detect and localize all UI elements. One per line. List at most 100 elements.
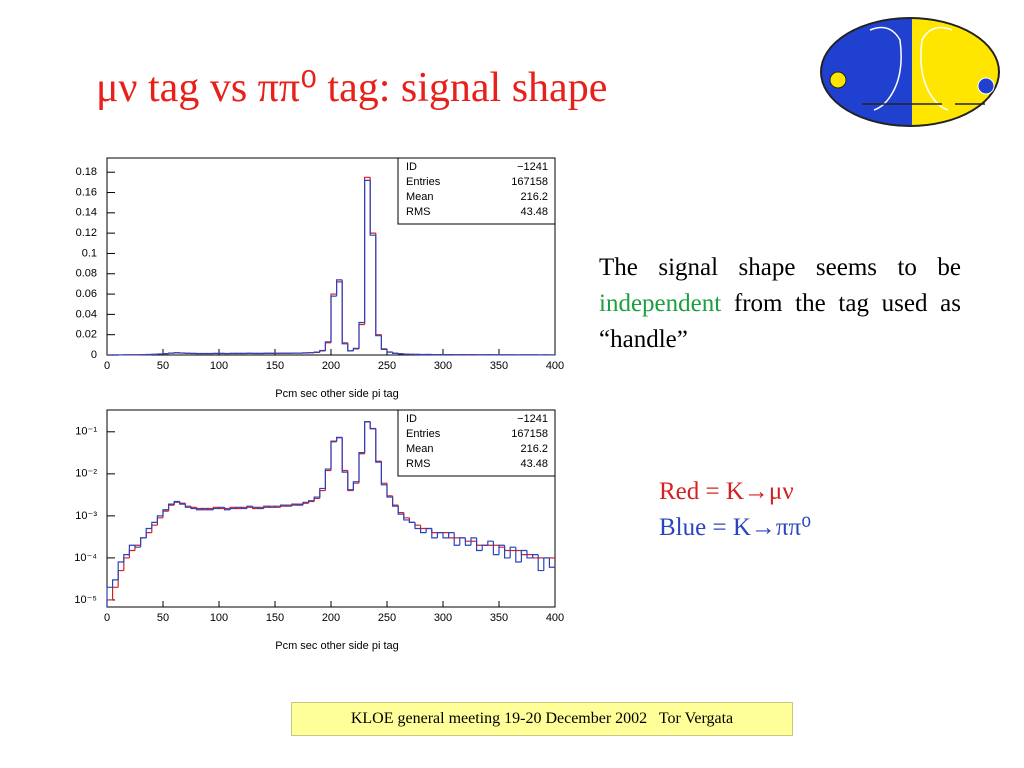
- stats-value: 43.48: [520, 206, 548, 218]
- histogram-bin: [190, 507, 197, 510]
- histogram-bin: [543, 557, 550, 571]
- stats-value: 216.2: [520, 191, 548, 203]
- histogram-bin: [112, 579, 119, 588]
- histogram-bin: [235, 506, 242, 509]
- stats-label: ID: [406, 161, 417, 173]
- histogram-bin: [106, 586, 113, 607]
- histogram-bin: [448, 532, 455, 538]
- y-tick-label: 10⁻⁵: [74, 594, 97, 606]
- histogram-bin: [145, 527, 152, 538]
- histogram: 0 50 100 150 200 250 300 350 400 10⁻⁵ 10⁻⁴ 10⁻³ 10⁻²…: [74, 409, 564, 652]
- legend-entry: Blue = K→ππ⁰: [659, 514, 812, 541]
- series: [106, 421, 555, 607]
- stats-label: RMS: [406, 206, 430, 218]
- y-tick-label: 10⁻³: [75, 510, 97, 522]
- histogram-bin: [532, 553, 539, 558]
- histogram-bin: [168, 503, 175, 510]
- histogram-bin: [397, 353, 404, 355]
- histogram-bin: [509, 546, 516, 558]
- histogram-bin: [386, 484, 393, 498]
- histogram-bin: [380, 462, 387, 486]
- y-tick-label: 0.16: [76, 186, 97, 198]
- histogram-bin: [330, 441, 337, 470]
- histogram-bin: [504, 545, 511, 559]
- histogram-bin: [308, 500, 315, 503]
- histogram-bin: [526, 550, 533, 559]
- histogram-bin: [196, 508, 203, 511]
- stats-label: Entries: [406, 176, 441, 188]
- x-axis-title: Pcm sec other side pi tag: [275, 640, 399, 652]
- histogram-bin: [302, 501, 309, 506]
- histogram-bin: [453, 532, 460, 546]
- histogram-bin: [414, 522, 421, 530]
- histogram-bin: [369, 180, 376, 236]
- histogram-bin: [246, 505, 253, 509]
- series: [106, 179, 555, 356]
- histogram-bin: [218, 506, 225, 509]
- histogram-bin: [268, 506, 275, 508]
- x-tick-label: 200: [322, 612, 340, 624]
- histogram-bin: [386, 349, 393, 353]
- x-tick-label: 0: [104, 360, 110, 372]
- stats-value: 167158: [511, 428, 548, 440]
- histogram-bin: [123, 553, 130, 562]
- histogram-bin: [481, 544, 488, 551]
- logo: [820, 17, 1000, 127]
- y-tick-label: 0.06: [76, 288, 97, 300]
- histogram-bin: [168, 352, 175, 354]
- stats-label: ID: [406, 413, 417, 425]
- y-tick-label: 10⁻¹: [75, 426, 97, 438]
- histogram-bin: [425, 527, 432, 533]
- histogram-bin: [229, 507, 236, 510]
- histogram-bin: [252, 506, 259, 508]
- histogram-bin: [212, 507, 219, 510]
- histogram-bin: [296, 504, 303, 506]
- x-tick-label: 300: [434, 360, 452, 372]
- histogram-bin: [442, 532, 449, 539]
- x-axis-title: Pcm sec other side pi tag: [275, 388, 399, 400]
- histogram-bin: [375, 235, 382, 337]
- histogram-bin: [336, 436, 343, 442]
- histogram-bin: [128, 544, 135, 555]
- body-highlight: independent: [599, 290, 722, 317]
- histogram-bin: [240, 507, 247, 510]
- y-tick-label: 0.04: [76, 308, 97, 320]
- y-tick-label: 0.12: [76, 227, 97, 239]
- x-tick-label: 100: [210, 612, 228, 624]
- histogram-bin: [201, 507, 208, 510]
- y-tick-label: 0.1: [82, 247, 97, 259]
- histogram-bin: [207, 508, 214, 511]
- histogram-bin: [548, 557, 555, 568]
- histogram-bin: [184, 504, 191, 508]
- footer: KLOE general meeting 19-20 December 2002…: [291, 702, 793, 736]
- x-tick-label: 0: [104, 612, 110, 624]
- y-tick-label: 0.14: [76, 207, 97, 219]
- y-tick-label: 0.02: [76, 329, 97, 341]
- body-text: The signal shape seems to be independent…: [599, 250, 961, 358]
- histogram: 0 50 100 150 200 250 300 350 400 0 0.02 0.04 0.06 0.0…: [76, 157, 564, 400]
- histogram-bin: [358, 321, 365, 349]
- histogram-bin: [140, 537, 147, 548]
- y-tick-label: 0.08: [76, 268, 97, 280]
- histogram-bin: [347, 472, 354, 491]
- histogram-bin: [324, 341, 331, 351]
- x-tick-label: 250: [378, 360, 396, 372]
- legend: Red = K→μν Blue = K→ππ⁰: [659, 474, 811, 546]
- histogram-bin: [492, 541, 499, 556]
- histogram-bin: [364, 421, 371, 453]
- histogram-bin: [173, 500, 180, 505]
- x-tick-label: 50: [157, 612, 169, 624]
- histogram-bin: [319, 349, 326, 353]
- stats-value: −1241: [517, 161, 548, 173]
- histogram-bin: [313, 496, 320, 501]
- histogram-bin: [515, 547, 522, 563]
- histogram-bin: [274, 505, 281, 508]
- histogram-bin: [280, 504, 287, 507]
- histogram-bin: [341, 279, 348, 345]
- y-tick-label: 10⁻⁴: [74, 552, 97, 564]
- histogram-bin: [464, 537, 471, 546]
- legend-entry: Red = K→μν: [659, 478, 794, 505]
- histogram-bin: [347, 343, 354, 352]
